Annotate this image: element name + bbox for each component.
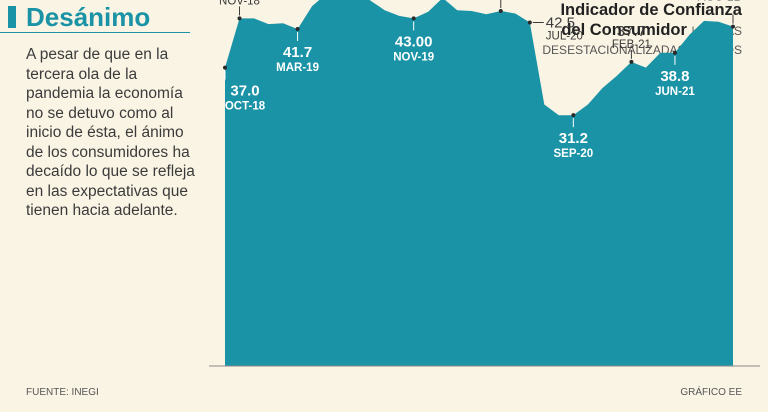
data-point-nov-18	[237, 16, 242, 21]
data-label-date: SEP-20	[554, 148, 594, 160]
graphic-credit: GRÁFICO EE	[680, 387, 742, 398]
data-point-jul-20	[527, 20, 532, 25]
data-label-value: 42.5	[546, 15, 575, 32]
data-label-date: OCT-18	[225, 101, 266, 113]
data-label-date: AGO-21	[698, 0, 740, 4]
data-label-date: NOV-18	[219, 0, 260, 7]
data-point-oct-18	[223, 65, 227, 70]
data-point-feb-21	[629, 59, 634, 64]
body-paragraph: A pesar de que en la tercera ola de la p…	[26, 46, 195, 219]
data-label-value: 43.00	[395, 33, 433, 50]
data-point-nov-19	[411, 16, 416, 21]
data-label-date: JUN-21	[655, 86, 695, 98]
headline-block: Desánimo	[0, 2, 190, 33]
data-label-value: 37.7	[617, 23, 646, 40]
data-point-jun-21	[672, 50, 677, 55]
data-point-sep-20	[571, 113, 576, 118]
headline-accent-bar	[8, 6, 16, 28]
data-label-date: JUL-20	[546, 31, 583, 43]
data-point-mar-19	[295, 27, 300, 32]
data-point-ago-21	[731, 24, 735, 29]
data-label-value: 38.8	[660, 68, 689, 85]
data-label-date: FEB-21	[612, 39, 651, 51]
data-label-date: MAR-19	[276, 62, 319, 74]
chart-title-line1: Indicador de Confianza	[560, 1, 742, 19]
data-label-date: NOV-19	[393, 51, 434, 63]
source-note: FUENTE: INEGI	[26, 387, 99, 398]
headline-title: Desánimo	[26, 2, 151, 32]
chart-title-line2-text: del Consumidor	[561, 21, 687, 39]
data-point-may-20	[498, 9, 503, 14]
data-label-value: 37.0	[230, 83, 259, 100]
data-label-value: 41.7	[283, 44, 312, 61]
area-series-confianza	[225, 0, 733, 366]
data-label-value: 31.2	[559, 130, 588, 147]
